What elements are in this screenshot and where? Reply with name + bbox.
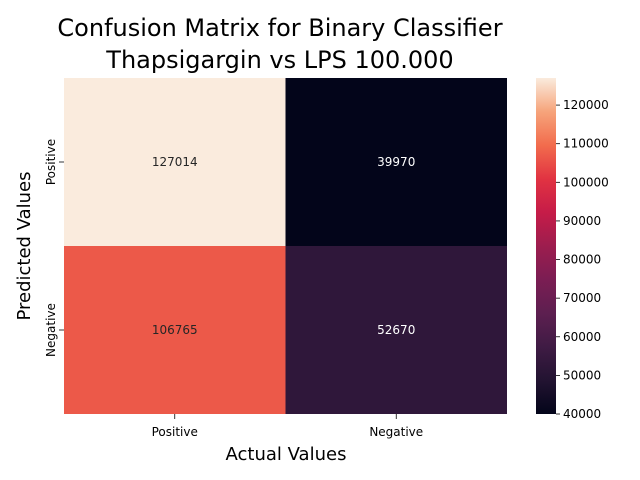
cell-value-label: 52670 [377, 323, 415, 337]
heatmap-cell [64, 246, 286, 414]
colorbar: 40000 50000 60000 70000 80000 90000 100000 1100… [536, 78, 609, 421]
x-tick-label: Negative [369, 425, 423, 439]
x-tick-label: Positive [152, 425, 198, 439]
x-axis-ticks: Positive Negative [152, 414, 423, 439]
colorbar-tick-label: 80000 [563, 253, 601, 267]
heatmap-cells: 127014 39970 106765 52670 [64, 78, 507, 414]
y-axis-label: Predicted Values [14, 171, 35, 320]
colorbar-tick-label: 70000 [563, 291, 601, 305]
y-tick-label: Negative [44, 303, 58, 357]
cell-value-label: 39970 [377, 155, 415, 169]
colorbar-tick-label: 120000 [563, 98, 609, 112]
colorbar-tick-label: 50000 [563, 368, 601, 382]
colorbar-ticks: 40000 50000 60000 70000 80000 90000 100000 1100… [556, 98, 609, 421]
chart-title-line1: Confusion Matrix for Binary Classifier [57, 14, 502, 42]
colorbar-tick-label: 100000 [563, 175, 609, 189]
heatmap-cell [285, 78, 507, 246]
y-axis-ticks: Positive Negative [44, 139, 64, 357]
colorbar-tick-label: 110000 [563, 137, 609, 151]
y-tick-label: Positive [44, 139, 58, 185]
heatmap-cell [64, 78, 286, 246]
chart-title-line2: Thapsigargin vs LPS 100.000 [105, 46, 453, 74]
x-axis-label: Actual Values [226, 444, 347, 465]
colorbar-gradient [536, 78, 556, 414]
cell-value-label: 127014 [152, 155, 198, 169]
colorbar-tick-label: 60000 [563, 330, 601, 344]
colorbar-tick-label: 40000 [563, 407, 601, 421]
heatmap-cell [285, 246, 507, 414]
colorbar-tick-label: 90000 [563, 214, 601, 228]
cell-value-label: 106765 [152, 323, 198, 337]
